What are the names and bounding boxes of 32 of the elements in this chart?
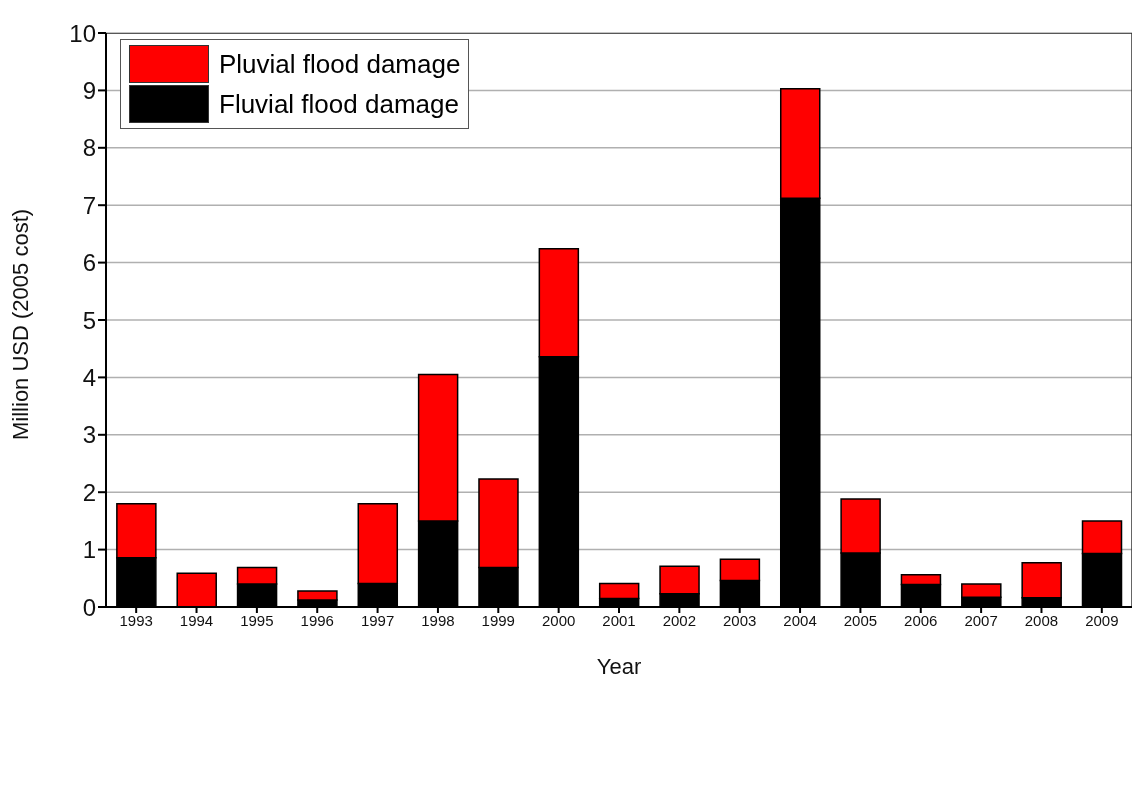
x-axis-title: Year	[596, 654, 642, 679]
y-tick-label: 3	[82, 421, 96, 449]
x-tick-label: 2005	[843, 611, 878, 629]
x-tick-label: 2006	[904, 611, 938, 629]
x-tick-label: 2003	[723, 611, 757, 629]
x-tick-label: 1997	[360, 611, 395, 629]
x-tick-label: 2008	[1024, 611, 1059, 629]
x-tick-label: 2009	[1085, 611, 1119, 629]
y-tick-label: 4	[82, 363, 96, 391]
legend-label: Fluvial flood damage	[219, 88, 459, 120]
y-tick-label: 9	[82, 76, 96, 104]
x-tick-label: 2004	[783, 611, 817, 629]
x-tick-label: 1999	[481, 611, 515, 629]
y-axis-title: Million USD (2005 cost)	[7, 208, 33, 440]
x-tick-label: 2002	[662, 611, 697, 629]
y-tick-label: 6	[82, 249, 96, 277]
legend-label: Pluvial flood damage	[219, 48, 461, 80]
y-tick-label: 2	[82, 478, 96, 506]
x-tick-label: 1994	[179, 611, 214, 629]
x-tick-label: 1996	[300, 611, 334, 629]
x-tick-label: 1995	[240, 611, 274, 629]
y-tick-label: 0	[82, 593, 96, 621]
x-tick-label: 2007	[964, 611, 998, 629]
x-tick-label: 2001	[602, 611, 636, 629]
x-tick-label: 2000	[541, 611, 576, 629]
y-tick-label: 5	[82, 306, 96, 334]
y-tick-label: 7	[82, 191, 96, 219]
x-tick-label: 1993	[119, 611, 153, 629]
y-tick-label: 10	[69, 19, 96, 47]
y-tick-label: 8	[82, 134, 96, 162]
x-tick-label: 1998	[421, 611, 455, 629]
y-tick-label: 1	[82, 536, 96, 564]
